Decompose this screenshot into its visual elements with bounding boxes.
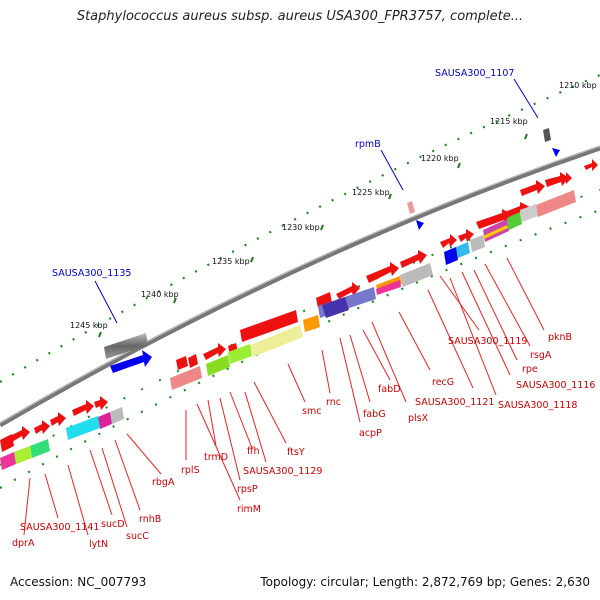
gene-label-sausa300-1119[interactable]: SAUSA300_1119 (448, 336, 527, 347)
feature-sausa300-1135[interactable] (94, 280, 152, 373)
gene-label-sausa300-1135[interactable]: SAUSA300_1135 (52, 268, 131, 279)
gene-label-sausa300-1121[interactable]: SAUSA300_1121 (415, 397, 494, 408)
gene-label-rpmb[interactable]: rpmB (355, 139, 381, 150)
gene-label-recg[interactable]: recG (432, 377, 454, 388)
forward-genes-right (203, 172, 569, 360)
gene-label-sausa300-1129[interactable]: SAUSA300_1129 (243, 466, 322, 477)
scale-label-1235: 1235 kbp (212, 257, 250, 266)
gene-label-rimm[interactable]: rimM (237, 504, 261, 515)
gene-label-sausa300-1116[interactable]: SAUSA300_1116 (516, 380, 595, 391)
scale-label-1225: 1225 kbp (352, 188, 390, 197)
scale-label-1220: 1220 kbp (421, 154, 459, 163)
reverse-blocks-mid (170, 263, 433, 390)
reverse-blocks-right (444, 190, 576, 265)
gene-label-ffh[interactable]: ffh (247, 446, 260, 457)
gene-label-rsga[interactable]: rsgA (530, 350, 552, 361)
scale-label-1230: 1230 kbp (282, 223, 320, 232)
map-title: Staphylococcus aureus subsp. aureus USA3… (76, 9, 524, 24)
gene-label-lytn[interactable]: lytN (89, 539, 108, 550)
scale-label-1240: 1240 kbp (141, 290, 179, 299)
gene-label-rpe[interactable]: rpe (522, 364, 538, 375)
accession-label: Accession: NC_007793 (10, 575, 147, 589)
gene-label-rpsp[interactable]: rpsP (237, 484, 258, 495)
backbone-arc (0, 145, 600, 428)
gene-label-smc[interactable]: smc (302, 406, 321, 417)
forward-genes-left (0, 396, 108, 452)
gene-label-acpp[interactable]: acpP (359, 428, 382, 439)
gene-label-succ[interactable]: sucC (126, 531, 149, 542)
feature-rpmb[interactable] (380, 149, 424, 230)
scale-label-1245: 1245 kbp (70, 321, 108, 330)
gene-label-sucd[interactable]: sucD (101, 519, 125, 530)
gene-label-fabg[interactable]: fabG (363, 409, 386, 420)
gene-label-trmd[interactable]: trmD (204, 452, 228, 463)
gene-label-sausa300-1141[interactable]: SAUSA300_1141 (20, 522, 99, 533)
gene-label-rnc[interactable]: rnc (326, 397, 341, 408)
gene-label-plsx[interactable]: plsX (408, 413, 429, 424)
leader-lines (23, 257, 545, 536)
scale-ticks (98, 133, 528, 338)
gene-label-dpra[interactable]: dprA (12, 538, 35, 549)
gene-label-pknb[interactable]: pknB (548, 332, 572, 343)
gene-label-sausa300-1118[interactable]: SAUSA300_1118 (498, 400, 577, 411)
backbone-arc-highlight (0, 145, 600, 424)
topology-label: Topology: circular; Length: 2,872,769 bp… (260, 575, 590, 589)
gene-label-rnhb[interactable]: rnhB (139, 514, 161, 525)
gene-label-rbga[interactable]: rbgA (152, 477, 175, 488)
gene-label-rpls[interactable]: rplS (181, 465, 200, 476)
gene-label-ftsy[interactable]: ftsY (287, 447, 305, 458)
gene-label-sausa300-1107[interactable]: SAUSA300_1107 (435, 68, 514, 79)
gene-label-fabd[interactable]: fabD (378, 384, 401, 395)
scale-label-1215: 1215 kbp (490, 117, 528, 126)
feature-sausa300-1107[interactable] (513, 78, 560, 157)
reverse-blocks-left (0, 407, 124, 470)
scale-label-1210: 1210 kbp (559, 81, 597, 90)
